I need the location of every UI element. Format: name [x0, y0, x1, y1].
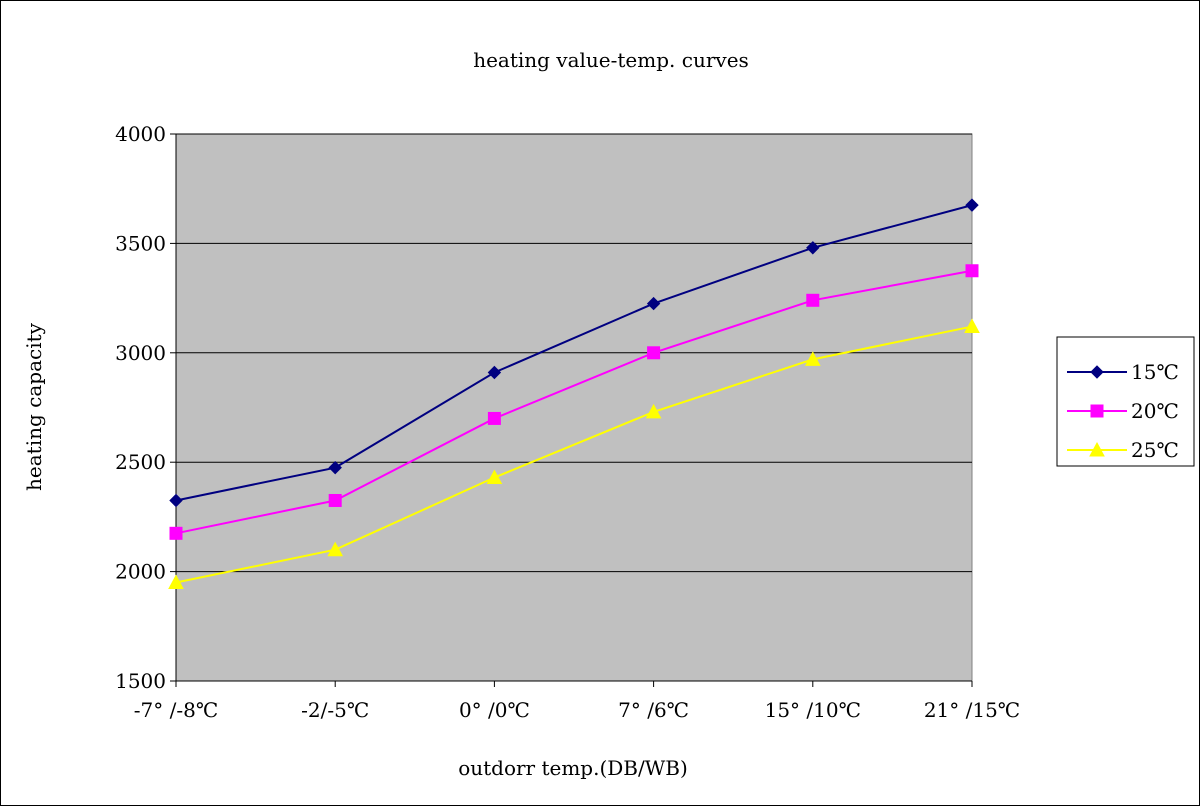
plot-area — [175, 133, 973, 682]
legend-marker — [1089, 441, 1105, 457]
legend-item: 20℃ — [1067, 399, 1179, 423]
y-tick-label: 3500 — [115, 231, 166, 255]
series-line — [175, 269, 973, 535]
x-tick-label: 15° /10℃ — [765, 698, 861, 722]
gridlines — [176, 133, 972, 573]
legend-marker — [1090, 404, 1104, 418]
data-point — [804, 351, 821, 366]
legend-marker — [1090, 365, 1104, 379]
x-tick-label: 0° /0℃ — [459, 698, 530, 722]
data-point — [328, 493, 342, 507]
legend-item: 15℃ — [1067, 360, 1179, 384]
data-point — [486, 469, 503, 485]
legend-label: 20℃ — [1131, 399, 1179, 423]
data-point — [169, 526, 183, 540]
series-lines — [168, 198, 980, 590]
y-axis-label: heating capacity — [22, 322, 46, 491]
data-point — [487, 411, 501, 425]
x-tick-label: 21° /15℃ — [924, 698, 1020, 722]
chart-title: heating value-temp. curves — [473, 48, 749, 72]
series-3 — [168, 318, 980, 590]
y-tick-label: 3000 — [115, 341, 166, 365]
series-1 — [169, 198, 979, 508]
data-point — [327, 541, 344, 557]
data-point — [806, 241, 820, 255]
data-point — [487, 365, 502, 380]
x-tick-label: 7° /6℃ — [618, 698, 689, 722]
data-point — [647, 346, 661, 360]
data-point — [965, 264, 979, 278]
x-tick-label: -2/-5℃ — [301, 698, 369, 722]
legend-label: 25℃ — [1131, 438, 1179, 462]
series-line — [175, 204, 973, 502]
y-tick-label: 2000 — [115, 560, 166, 584]
axes: 1500 2000 2500 3000 3500 4000 -7° /-8℃ -2/-5℃ 0°… — [115, 122, 1020, 722]
legend-item: 25℃ — [1067, 438, 1179, 462]
data-point — [169, 493, 183, 508]
series-line — [175, 325, 973, 584]
series-2 — [169, 264, 979, 540]
data-point — [806, 293, 820, 307]
x-axis-label: outdorr temp.(DB/WB) — [458, 756, 688, 780]
data-point — [965, 198, 979, 212]
y-tick-label: 1500 — [115, 669, 166, 693]
legend-box — [1056, 336, 1195, 467]
legend: 15℃ 20℃ 25℃ — [1056, 336, 1195, 467]
x-tick-label: -7° /-8℃ — [134, 698, 218, 722]
data-point — [168, 574, 184, 590]
legend-label: 15℃ — [1131, 360, 1179, 384]
y-tick-label: 4000 — [115, 122, 166, 146]
data-point — [328, 460, 342, 475]
y-tick-label: 2500 — [115, 450, 166, 474]
data-point — [646, 296, 661, 311]
data-point — [964, 318, 980, 334]
data-point — [645, 403, 662, 419]
